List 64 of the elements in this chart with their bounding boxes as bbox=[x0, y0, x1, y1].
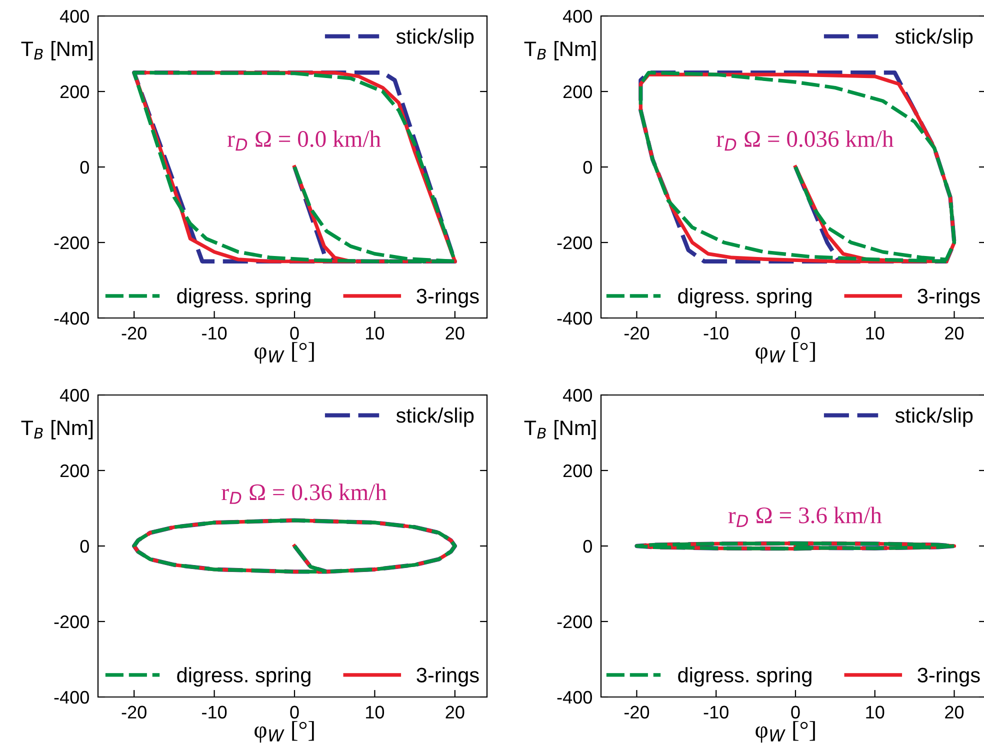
x-tick-label: 0 bbox=[290, 326, 299, 340]
y-tick-label: -400 bbox=[557, 312, 592, 325]
x-tick-label: 10 bbox=[866, 706, 884, 719]
x-tick-label: -10 bbox=[704, 706, 728, 719]
y-tick-label: 0 bbox=[80, 160, 89, 174]
x-tick-label: 20 bbox=[446, 706, 464, 719]
legend-label: stick/slip bbox=[396, 408, 474, 427]
y-tick-label: 400 bbox=[562, 10, 592, 23]
y-axis-title: T$_{B}$ [Nm] bbox=[21, 40, 93, 60]
y-tick-label: 400 bbox=[60, 388, 89, 402]
x-tick-label: 20 bbox=[446, 326, 464, 340]
x-tick-label: 10 bbox=[366, 326, 384, 340]
y-tick-label: -200 bbox=[557, 236, 592, 250]
x-axis-title: φ$_{W}$ [°] bbox=[756, 342, 815, 364]
x-tick-label: -20 bbox=[122, 706, 146, 719]
legend-label: digress. spring bbox=[678, 288, 812, 308]
x-axis-title: φ$_{W}$ [°] bbox=[756, 721, 815, 743]
y-axis-title: T$_{B}$ [Nm] bbox=[524, 420, 596, 440]
legend-label: 3-rings bbox=[918, 667, 980, 687]
x-tick-label: 10 bbox=[866, 326, 884, 340]
x-tick-label: -10 bbox=[202, 706, 227, 719]
x-tick-label: 0 bbox=[791, 326, 800, 340]
legend-label: 3-rings bbox=[416, 667, 479, 687]
y-tick-label: 0 bbox=[583, 160, 592, 174]
y-axis-title: T$_{B}$ [Nm] bbox=[21, 420, 93, 440]
x-tick-label: 20 bbox=[945, 706, 964, 719]
y-tick-label: 200 bbox=[563, 464, 592, 478]
y-tick-label: 400 bbox=[60, 10, 89, 23]
y-tick-label: -400 bbox=[54, 690, 89, 704]
y-tick-label: 200 bbox=[60, 85, 89, 98]
annotation: r$_{D}$ Ω = 3.6 km/h bbox=[728, 506, 882, 527]
legend-label: digress. spring bbox=[678, 667, 812, 687]
y-tick-label: -200 bbox=[54, 615, 89, 628]
x-axis-title: φ$_{W}$ [°] bbox=[254, 721, 314, 743]
legend-label: stick/slip bbox=[895, 28, 973, 48]
x-tick-label: 0 bbox=[290, 706, 299, 719]
x-tick-label: 10 bbox=[366, 706, 384, 719]
y-tick-label: -200 bbox=[54, 236, 89, 250]
legend-label: digress. spring bbox=[177, 288, 310, 308]
x-tick-label: -20 bbox=[624, 706, 650, 719]
y-tick-label: -400 bbox=[54, 312, 89, 325]
x-tick-label: 20 bbox=[945, 326, 964, 340]
y-tick-label: 0 bbox=[80, 540, 89, 553]
annotation: r$_{D}$ Ω = 0.0 km/h bbox=[228, 130, 381, 151]
x-tick-label: -20 bbox=[122, 326, 146, 340]
annotation: r$_{D}$ Ω = 0.036 km/h bbox=[716, 130, 894, 151]
y-tick-label: 200 bbox=[60, 464, 89, 478]
y-axis-title: T$_{B}$ [Nm] bbox=[524, 40, 596, 60]
x-tick-label: -10 bbox=[202, 326, 227, 340]
x-tick-label: 0 bbox=[791, 706, 800, 719]
legend-label: stick/slip bbox=[396, 28, 474, 48]
legend-label: digress. spring bbox=[177, 667, 310, 687]
legend-label: 3-rings bbox=[918, 288, 980, 308]
x-tick-label: -10 bbox=[704, 326, 728, 340]
y-tick-label: 200 bbox=[563, 85, 592, 98]
legend-label: stick/slip bbox=[895, 408, 973, 427]
y-tick-label: -400 bbox=[557, 690, 592, 704]
x-axis-title: φ$_{W}$ [°] bbox=[254, 342, 314, 364]
y-tick-label: 400 bbox=[562, 388, 592, 402]
y-tick-label: 0 bbox=[583, 540, 592, 553]
x-tick-label: -20 bbox=[624, 326, 650, 340]
legend-label: 3-rings bbox=[416, 288, 479, 308]
y-tick-label: -200 bbox=[557, 615, 592, 628]
annotation: r$_{D}$ Ω = 0.36 km/h bbox=[222, 484, 387, 504]
